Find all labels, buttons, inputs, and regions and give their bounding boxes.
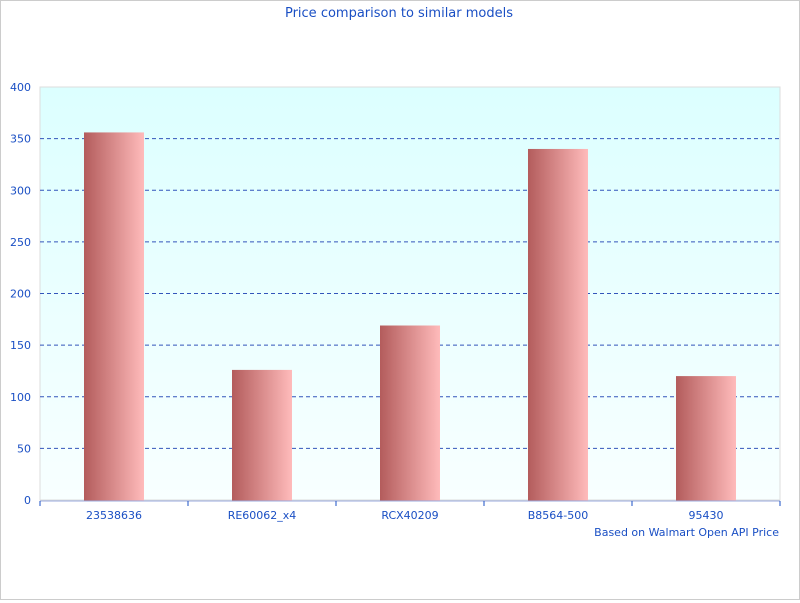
x-tick-label: 23538636 — [86, 509, 142, 522]
y-tick-label: 200 — [10, 288, 31, 301]
bar-RCX40209 — [380, 325, 440, 501]
x-tick-label: B8564-500 — [528, 509, 589, 522]
x-tick-label: RE60062_x4 — [228, 509, 297, 522]
x-tick-label: 95430 — [689, 509, 724, 522]
y-tick-label: 300 — [10, 184, 31, 197]
y-tick-label: 400 — [10, 81, 31, 94]
x-tick-label: RCX40209 — [381, 509, 438, 522]
y-tick-label: 100 — [10, 391, 31, 404]
y-tick-label: 150 — [10, 339, 31, 352]
x-axis-label: Based on Walmart Open API Price — [594, 526, 779, 539]
y-tick-label: 50 — [17, 442, 31, 455]
bar-RE60062_x4 — [232, 369, 292, 501]
bar-95430 — [676, 376, 736, 501]
y-tick-label: 0 — [24, 494, 31, 507]
bar-23538636 — [84, 132, 144, 501]
chart-title: Price comparison to similar models — [285, 6, 513, 21]
y-tick-label: 350 — [10, 133, 31, 146]
y-tick-label: 250 — [10, 236, 31, 249]
bar-B8564-500 — [528, 148, 588, 501]
